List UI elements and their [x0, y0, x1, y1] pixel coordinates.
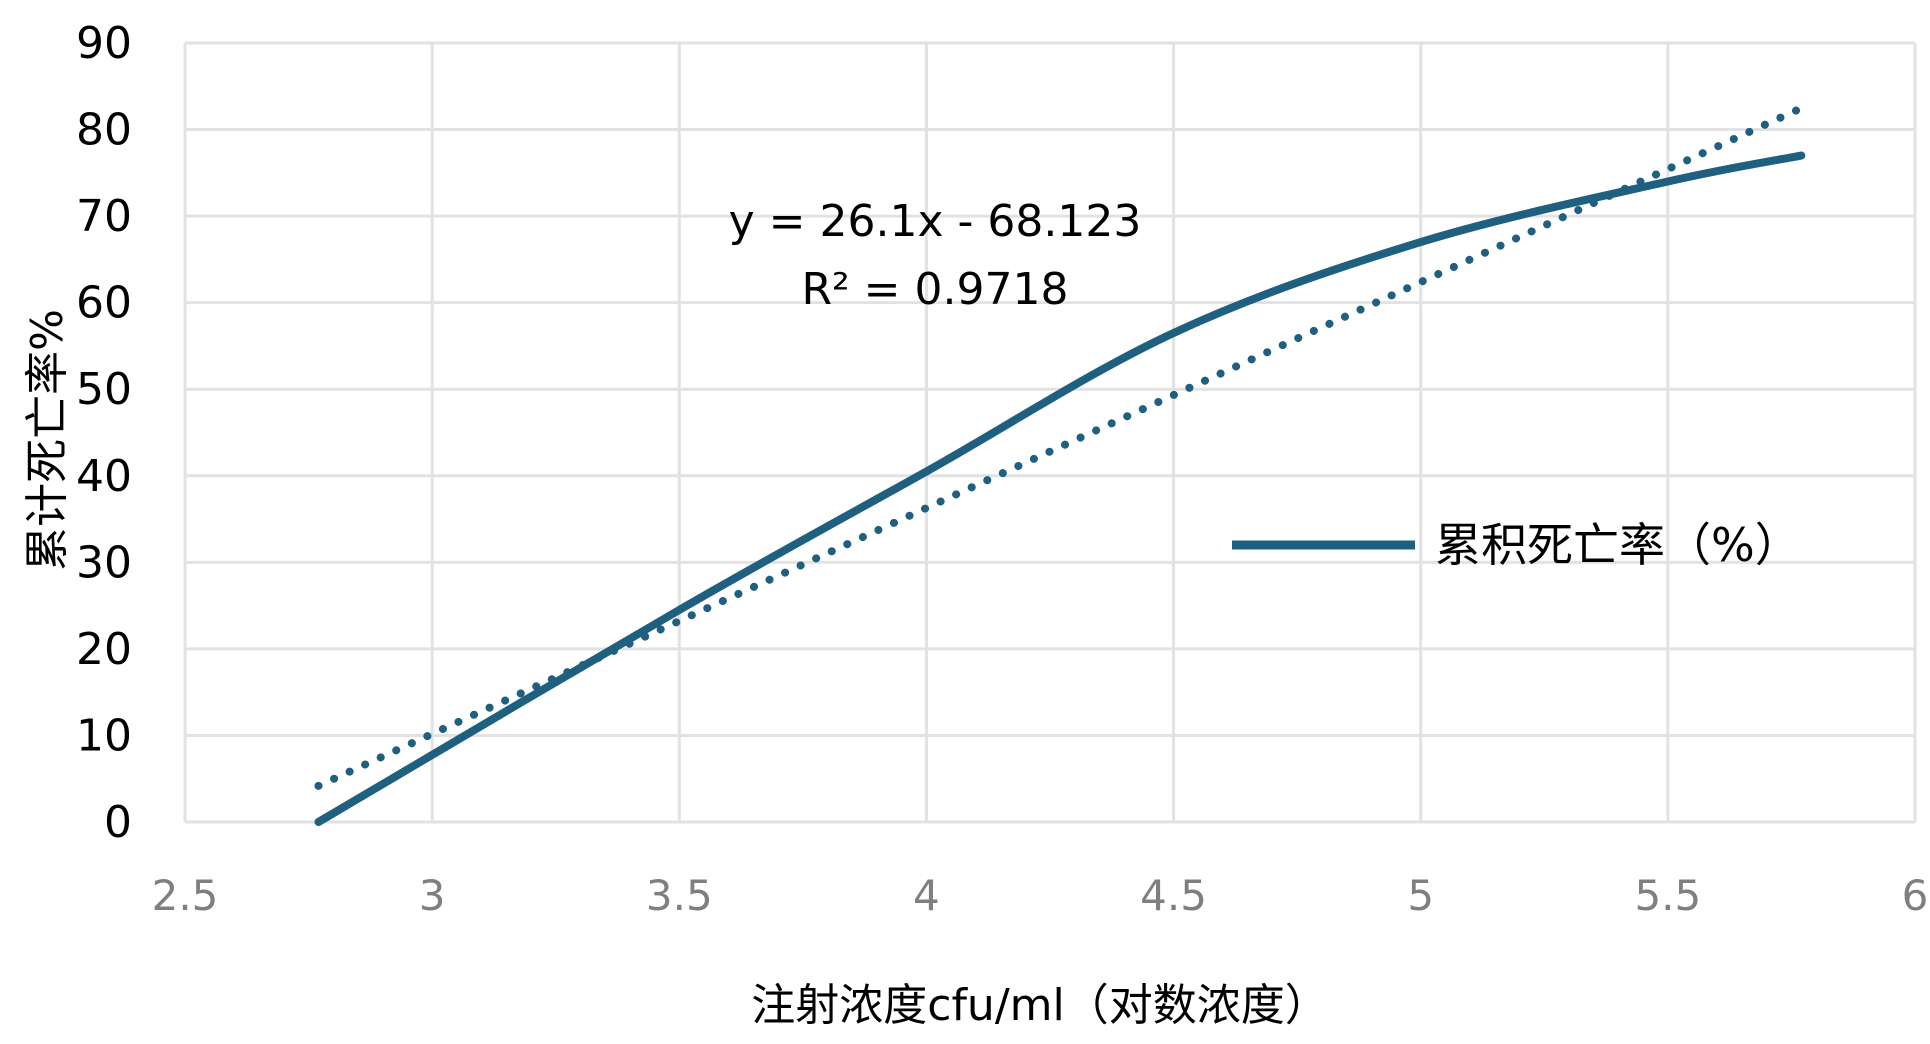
y-tick-label: 60 — [76, 278, 132, 329]
x-tick-label: 2.5 — [152, 871, 219, 920]
x-axis-ticks: 2.5 3 3.5 4 4.5 5 5.5 6 — [152, 871, 1929, 920]
y-axis-title: 累计死亡率% — [22, 309, 73, 571]
series-line-0 — [314, 151, 1806, 826]
x-tick-label: 3 — [419, 871, 446, 920]
y-tick-label: 10 — [76, 710, 132, 761]
y-tick-label: 0 — [104, 797, 132, 848]
trendline-equation: y = 26.1x - 68.123 — [729, 196, 1142, 247]
x-tick-label: 3.5 — [646, 871, 713, 920]
x-tick-label: 5.5 — [1634, 871, 1701, 920]
y-tick-label: 90 — [76, 18, 132, 69]
y-tick-label: 20 — [76, 624, 132, 675]
series-layer — [314, 151, 1806, 826]
y-tick-label: 30 — [76, 537, 132, 588]
legend: 累积死亡率（%） — [1232, 518, 1801, 572]
y-tick-label: 80 — [76, 105, 132, 156]
y-tick-label: 40 — [76, 451, 132, 502]
x-tick-label: 4 — [913, 871, 940, 920]
x-axis-title: 注射浓度cfu/ml（对数浓度） — [751, 980, 1328, 1031]
trendline-r-squared: R² = 0.9718 — [801, 264, 1068, 315]
x-tick-label: 5 — [1407, 871, 1434, 920]
y-axis-ticks: 0 10 20 30 40 50 60 70 80 90 — [76, 18, 132, 848]
grid — [183, 41, 1917, 824]
x-tick-label: 4.5 — [1140, 871, 1207, 920]
y-tick-label: 50 — [76, 364, 132, 415]
x-tick-label: 6 — [1902, 871, 1929, 920]
y-tick-label: 70 — [76, 191, 132, 242]
legend-label: 累积死亡率（%） — [1435, 518, 1801, 572]
